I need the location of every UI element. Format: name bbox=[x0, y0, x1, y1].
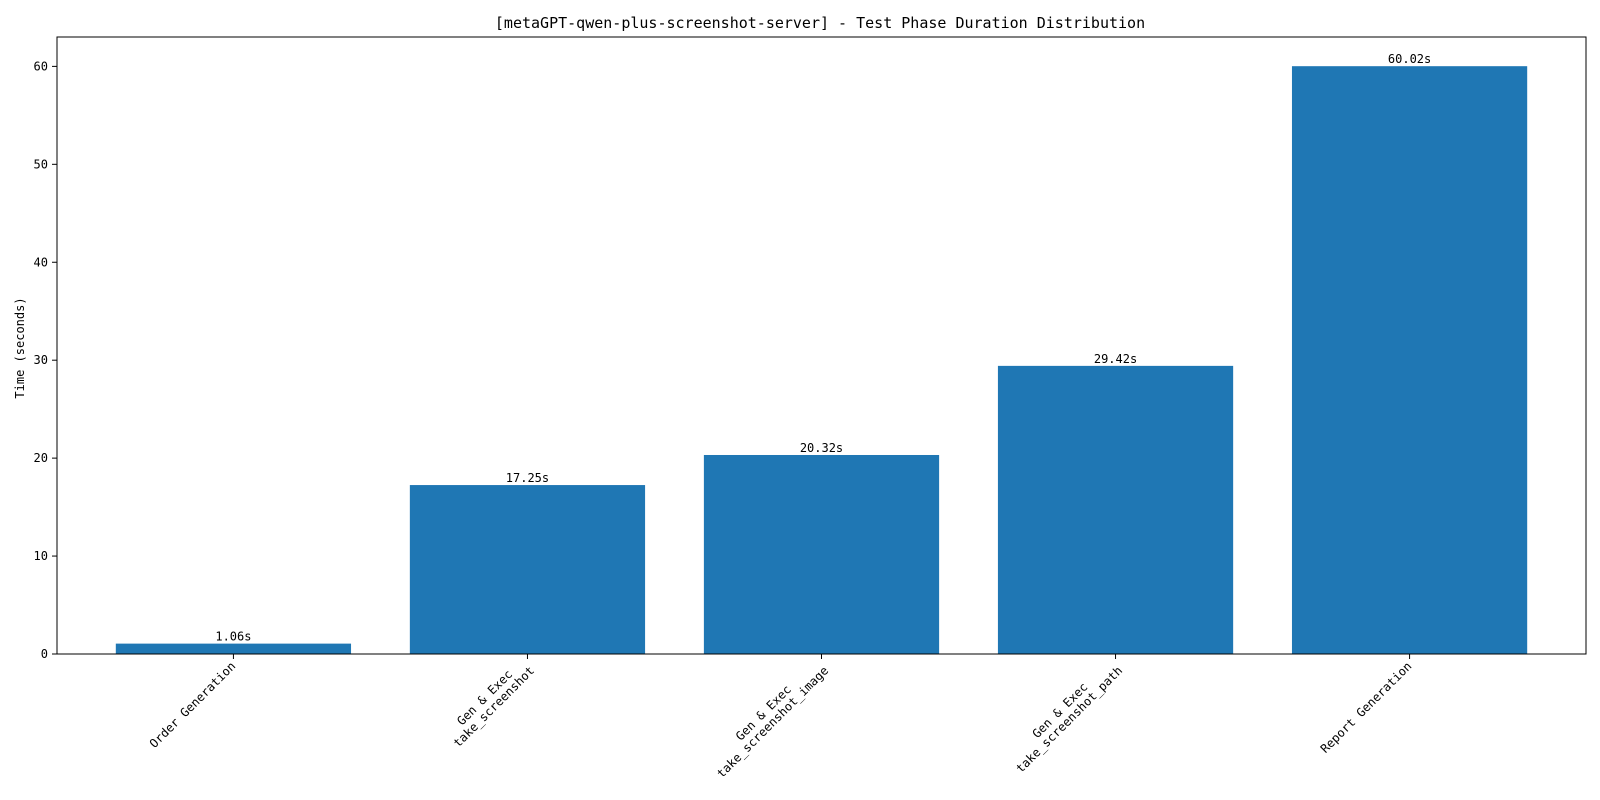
x-tick-label: Order Generation bbox=[147, 659, 239, 751]
y-tick-label: 0 bbox=[41, 647, 48, 661]
bar bbox=[997, 365, 1234, 654]
bar-value-label: 17.25s bbox=[506, 471, 549, 485]
x-tick-label-line: Order Generation bbox=[147, 659, 239, 751]
y-tick-label: 10 bbox=[34, 549, 48, 563]
y-tick-label: 50 bbox=[34, 157, 48, 171]
bar-value-label: 1.06s bbox=[215, 630, 251, 644]
y-axis-label: Time (seconds) bbox=[13, 297, 27, 398]
chart-title: [metaGPT-qwen-plus-screenshot-server] - … bbox=[495, 14, 1145, 32]
x-tick-label-line: Report Generation bbox=[1318, 659, 1415, 756]
y-tick-label: 30 bbox=[34, 353, 48, 367]
bar bbox=[409, 485, 646, 654]
bar-value-label: 29.42s bbox=[1094, 352, 1137, 366]
bar bbox=[1291, 66, 1528, 655]
y-tick-label: 60 bbox=[34, 59, 48, 73]
y-tick-label: 20 bbox=[34, 451, 48, 465]
bar bbox=[115, 643, 352, 654]
x-tick-label: Report Generation bbox=[1318, 659, 1415, 756]
bar bbox=[703, 454, 940, 654]
y-tick-label: 40 bbox=[34, 255, 48, 269]
bar-value-label: 60.02s bbox=[1388, 52, 1431, 66]
plot-area: 1.06s 17.25s 20.32s 29.42s 60.02s 0 10 20 30 40 50… bbox=[34, 36, 1587, 781]
x-tick-label-line: take_screenshot_path bbox=[1013, 663, 1125, 775]
x-tick-label-line: take_screenshot bbox=[451, 664, 538, 751]
x-tick-label-line: take_screenshot_image bbox=[714, 663, 831, 780]
bar-value-label: 20.32s bbox=[800, 441, 843, 455]
